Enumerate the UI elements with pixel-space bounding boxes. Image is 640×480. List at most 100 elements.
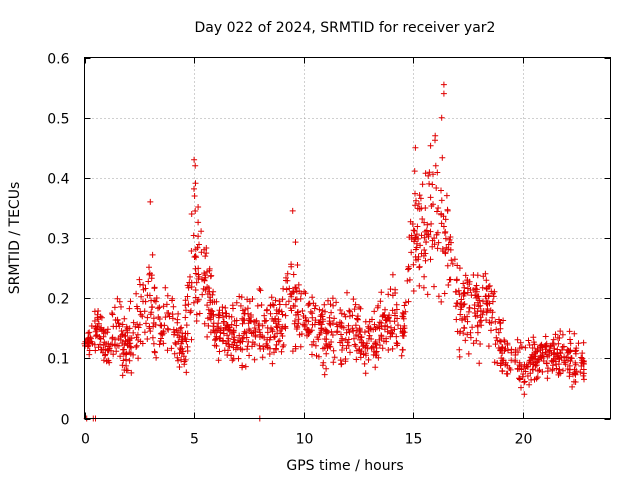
data-point — [222, 304, 229, 311]
data-point — [323, 327, 330, 334]
data-point — [149, 334, 156, 341]
data-point — [279, 323, 286, 330]
data-point — [438, 114, 445, 121]
data-point — [264, 336, 271, 343]
data-point — [462, 337, 469, 344]
data-point — [507, 366, 514, 373]
data-point — [440, 223, 447, 230]
data-point — [311, 305, 318, 312]
data-point — [365, 323, 372, 330]
data-point — [457, 328, 464, 335]
data-point — [160, 303, 167, 310]
data-point — [144, 314, 151, 321]
data-point — [272, 297, 279, 304]
data-point — [239, 320, 246, 327]
data-point — [150, 315, 157, 322]
data-point — [247, 327, 253, 334]
data-point — [569, 383, 576, 390]
data-point — [134, 331, 141, 338]
data-point — [135, 355, 142, 362]
data-point — [421, 273, 428, 280]
data-point — [438, 298, 445, 305]
data-point — [293, 326, 300, 332]
data-point — [580, 358, 587, 364]
data-point — [473, 337, 480, 344]
data-point — [301, 288, 308, 295]
data-point — [536, 367, 543, 373]
data-point — [225, 335, 232, 342]
data-point — [562, 361, 569, 368]
data-point — [371, 348, 378, 355]
data-point — [374, 304, 381, 311]
data-point — [147, 198, 154, 205]
data-point — [182, 302, 189, 309]
data-point — [309, 294, 316, 301]
data-point — [266, 351, 273, 357]
data-point — [458, 296, 465, 303]
data-point — [276, 298, 283, 305]
data-point — [312, 342, 319, 349]
data-point — [181, 334, 188, 341]
data-point — [300, 321, 307, 328]
data-point — [377, 298, 384, 305]
data-point — [429, 181, 436, 188]
data-point — [276, 301, 283, 308]
data-point — [401, 329, 408, 336]
data-point — [404, 277, 411, 284]
data-point — [236, 293, 243, 300]
data-point — [156, 341, 163, 348]
data-point — [445, 246, 452, 253]
data-point — [139, 313, 146, 320]
data-point — [305, 302, 312, 309]
data-point — [365, 356, 372, 363]
data-point — [413, 197, 419, 204]
data-point — [155, 305, 161, 312]
data-point — [192, 294, 199, 301]
data-point — [477, 341, 484, 347]
data-point — [412, 202, 419, 209]
data-point — [435, 205, 442, 211]
data-point — [98, 314, 105, 321]
data-point — [578, 363, 585, 369]
data-point — [190, 232, 197, 239]
data-points — [81, 81, 587, 422]
data-point — [342, 313, 349, 320]
data-point — [319, 316, 326, 323]
data-point — [422, 170, 429, 177]
data-point — [102, 330, 109, 337]
data-point — [105, 343, 111, 350]
data-point — [476, 297, 483, 304]
data-point — [399, 346, 406, 353]
data-point — [110, 323, 117, 330]
data-point — [338, 361, 345, 368]
data-point — [95, 320, 102, 327]
data-point — [328, 328, 335, 335]
data-point — [126, 357, 133, 364]
data-point — [489, 309, 496, 316]
data-point — [153, 354, 160, 361]
data-point — [493, 334, 500, 341]
data-point — [287, 291, 294, 298]
data-point — [580, 370, 587, 377]
data-point — [551, 345, 558, 352]
data-point — [446, 276, 453, 283]
data-point — [333, 329, 340, 336]
data-point — [214, 323, 221, 330]
data-point — [484, 286, 490, 292]
data-point — [220, 320, 227, 326]
data-point — [543, 360, 550, 367]
data-point — [194, 244, 201, 251]
data-point — [169, 295, 176, 302]
data-point — [464, 277, 471, 283]
data-point — [121, 315, 128, 322]
data-point — [476, 360, 483, 367]
data-point — [530, 339, 537, 346]
data-point — [264, 329, 271, 336]
data-point — [514, 365, 521, 372]
data-point — [130, 329, 137, 336]
data-point — [183, 307, 189, 314]
data-point — [240, 334, 247, 341]
data-point — [121, 350, 127, 356]
data-point — [400, 325, 407, 332]
data-point — [338, 323, 345, 330]
